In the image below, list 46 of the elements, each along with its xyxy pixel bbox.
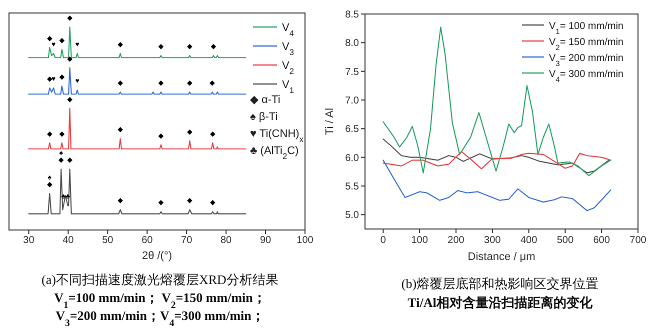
x-tick-label: 300 [484, 235, 502, 246]
y-axis-title: Ti / Al [324, 108, 336, 136]
line-series [382, 160, 612, 212]
x-tick-label: 90 [260, 235, 272, 246]
x-tick-label: 80 [220, 235, 232, 246]
x-tick-label: 700 [630, 235, 647, 246]
x-tick-label: 100 [296, 235, 314, 246]
x-tick-label: 100 [411, 235, 428, 246]
x-tick-label: 600 [593, 235, 610, 246]
text: Ti/Al相对含量沿扫描距离的变化 [408, 295, 594, 310]
x-axis-title: Distance / μm [468, 251, 536, 263]
x-tick-label: 200 [448, 235, 465, 246]
legend-label: V$_{3}$= 200 mm/min [549, 53, 624, 68]
text: (a)不同扫描速度激光熔覆层XRD分析结果 [42, 272, 278, 287]
legend-label: V$_{1}$ [282, 79, 294, 94]
x-tick-label: 400 [520, 235, 538, 246]
x-tick-label: 30 [23, 235, 35, 246]
x-tick-label: 0 [380, 235, 386, 246]
y-tick-label: 5.5 [345, 182, 360, 192]
x-tick-label: 40 [62, 235, 74, 246]
line-series [382, 151, 612, 170]
x-tick-label: 70 [181, 235, 193, 246]
legend-label: V$_{2}$= 150 mm/min [549, 37, 624, 52]
annotation: ◆ α-Ti [250, 94, 280, 106]
line-series [382, 138, 610, 174]
y-tick-label: 8.0 [345, 38, 360, 50]
legend-label: V$_{3}$ [282, 41, 294, 56]
y-tick-label: 8.5 [345, 10, 360, 20]
x-tick-label: 60 [142, 235, 154, 246]
annotation: ♠ β-Ti [250, 111, 278, 123]
legend-label: V$_{2}$ [282, 60, 294, 76]
y-tick-label: 6.5 [345, 124, 360, 136]
legend-label: V$_{4}$ [282, 22, 294, 38]
x-tick-label: 500 [556, 235, 574, 246]
y-tick-label: 7.5 [345, 66, 360, 78]
annotation: ♣ (AlTi$_{2}$C) [250, 145, 299, 160]
legend-label: V$_{1}$= 100 mm/min [549, 21, 624, 36]
y-tick-label: 7.0 [345, 96, 360, 106]
annotation: ♥ Ti(CNH)$_{x}$ [250, 128, 304, 144]
x-tick-label: 50 [102, 235, 114, 246]
legend-label: V$_{4}$= 300 mm/min [549, 69, 624, 84]
x-axis-title: 2θ /(°) [142, 250, 172, 262]
text: V$_{1}$=100 mm/min； V$_{2}$=150 mm/min； V$_{3}$=200 mm/min；V$_{4}$=300 mm/min； [54, 290, 266, 328]
y-tick-label: 5.0 [345, 210, 360, 222]
text: (b)熔覆层底部和热影响区交界位置 [401, 276, 599, 291]
y-tick-label: 6.0 [345, 152, 360, 164]
